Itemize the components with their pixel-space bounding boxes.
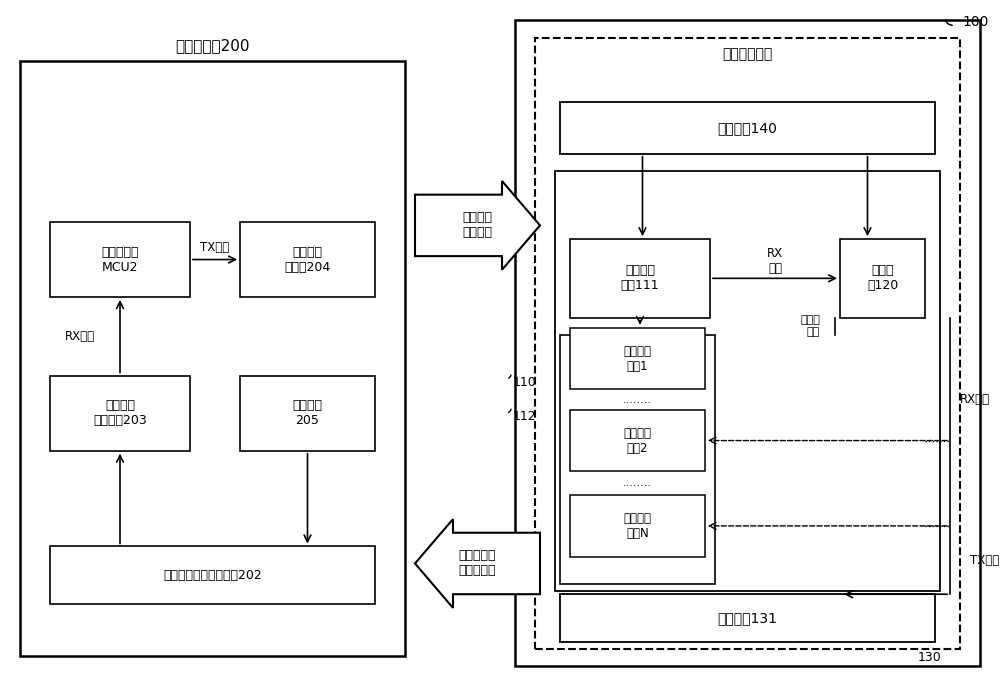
Text: 主控单
元120: 主控单 元120: [867, 264, 898, 292]
FancyBboxPatch shape: [20, 61, 405, 656]
Text: 第二磁传
感器N: 第二磁传 感器N: [624, 512, 652, 540]
Text: 唤醒后
供电: 唤醒后 供电: [800, 316, 820, 337]
FancyBboxPatch shape: [555, 171, 940, 591]
FancyBboxPatch shape: [570, 328, 705, 389]
Text: 第一磁传
感器111: 第一磁传 感器111: [621, 264, 659, 292]
FancyBboxPatch shape: [570, 495, 705, 557]
Text: 第二接收信号处理电路202: 第二接收信号处理电路202: [163, 569, 262, 582]
Text: RX解码: RX解码: [960, 393, 990, 406]
Text: 第二解码
控制电路203: 第二解码 控制电路203: [93, 400, 147, 427]
FancyBboxPatch shape: [840, 239, 925, 318]
Text: ........: ........: [623, 478, 652, 488]
Text: RX解码: RX解码: [65, 330, 95, 343]
FancyBboxPatch shape: [560, 102, 935, 154]
FancyBboxPatch shape: [535, 38, 960, 649]
Text: 100: 100: [962, 15, 988, 29]
Text: 接收线圈
205: 接收线圈 205: [292, 400, 322, 427]
FancyBboxPatch shape: [50, 376, 190, 451]
FancyBboxPatch shape: [50, 222, 190, 297]
Text: 磁信号生
成单元204: 磁信号生 成单元204: [284, 246, 331, 273]
FancyArrow shape: [415, 519, 540, 608]
Text: RX
唤醒: RX 唤醒: [767, 247, 783, 275]
Text: ........: ........: [623, 395, 652, 404]
FancyArrow shape: [415, 181, 540, 270]
Text: 第二控制器
MCU2: 第二控制器 MCU2: [101, 246, 139, 273]
Text: 第二磁传
感器1: 第二磁传 感器1: [624, 345, 652, 372]
FancyBboxPatch shape: [570, 239, 710, 318]
FancyBboxPatch shape: [240, 376, 375, 451]
Text: TX编码: TX编码: [970, 553, 999, 567]
FancyBboxPatch shape: [240, 222, 375, 297]
Text: 体外程控器200: 体外程控器200: [175, 38, 250, 53]
Text: 110: 110: [513, 376, 537, 389]
FancyBboxPatch shape: [560, 335, 715, 584]
FancyBboxPatch shape: [50, 546, 375, 604]
Text: 双向通信装置: 双向通信装置: [722, 48, 773, 61]
FancyBboxPatch shape: [570, 410, 705, 471]
Text: 第二磁传
感器2: 第二磁传 感器2: [624, 427, 652, 454]
Text: 上行通信线
圈电磁耦合: 上行通信线 圈电磁耦合: [459, 550, 496, 577]
FancyBboxPatch shape: [560, 594, 935, 642]
Text: 112: 112: [513, 410, 537, 423]
Text: 下行通信
调制磁场: 下行通信 调制磁场: [463, 212, 493, 239]
Text: 130: 130: [918, 650, 942, 664]
Text: 发送线圈131: 发送线圈131: [718, 611, 778, 625]
Text: 电源单元140: 电源单元140: [718, 121, 777, 135]
FancyBboxPatch shape: [515, 20, 980, 666]
Text: TX调制: TX调制: [200, 240, 230, 254]
